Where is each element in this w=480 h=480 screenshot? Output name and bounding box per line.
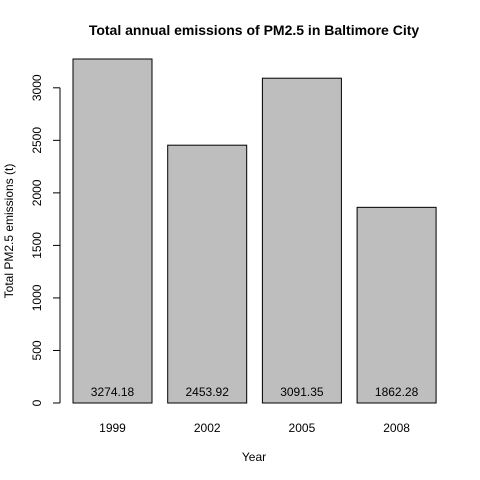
x-tick-2002: 2002: [194, 421, 221, 435]
y-tick-label-0: 0: [30, 399, 44, 406]
y-tick-label-2500: 2500: [30, 127, 44, 154]
y-tick-label-2000: 2000: [30, 179, 44, 206]
bar-1999: [72, 58, 153, 404]
bar-2002: [167, 144, 248, 404]
data-label-2002: 2453.92: [186, 385, 230, 399]
y-axis: 0 500 1000 1500 2000 2500 3000: [30, 74, 61, 406]
x-tick-2005: 2005: [289, 421, 316, 435]
y-tick-label-1500: 1500: [30, 232, 44, 259]
data-label-2005: 3091.35: [280, 385, 324, 399]
y-tick-label-1000: 1000: [30, 284, 44, 311]
x-axis-tick-labels: 1999 2002 2005 2008: [99, 421, 410, 435]
x-axis-label: Year: [242, 450, 266, 464]
bars-group: 3274.18 2453.92 3091.35 1862.28: [72, 58, 437, 404]
y-axis-label: Total PM2.5 emissions (t): [2, 164, 16, 299]
y-tick-label-500: 500: [30, 340, 44, 360]
data-label-1999: 3274.18: [91, 385, 135, 399]
chart-title: Total annual emissions of PM2.5 in Balti…: [89, 22, 420, 38]
data-label-2008: 1862.28: [375, 385, 419, 399]
x-tick-1999: 1999: [99, 421, 126, 435]
bar-2008: [356, 206, 437, 404]
y-tick-label-3000: 3000: [30, 74, 44, 101]
bar-2005: [261, 77, 342, 404]
x-tick-2008: 2008: [383, 421, 410, 435]
